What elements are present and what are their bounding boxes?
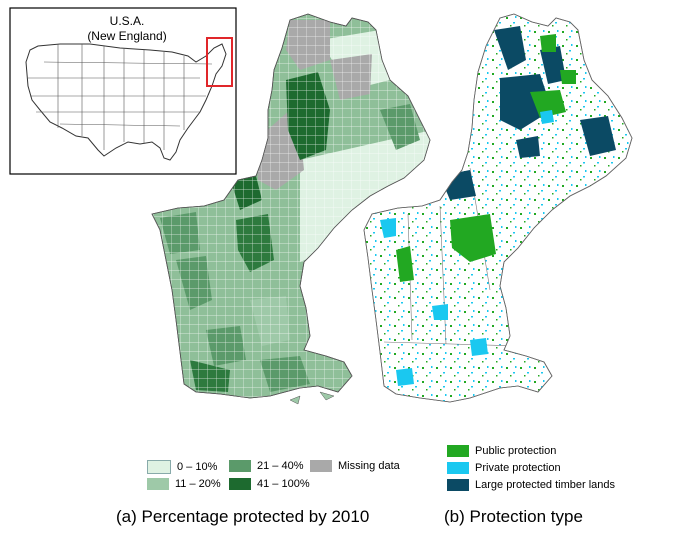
legend-swatch xyxy=(229,478,251,490)
legend-b-item-private: Private protection xyxy=(447,462,561,474)
legend-a-item-missing-data: Missing data xyxy=(310,460,400,472)
legend-swatch xyxy=(447,479,469,491)
legend-a: 0 – 10% 11 – 20% 21 – 40% 41 – 100% Miss… xyxy=(147,458,407,494)
legend-swatch xyxy=(229,460,251,472)
legend-swatch xyxy=(147,460,171,474)
inset-map: U.S.A. (New England) xyxy=(9,7,237,175)
legend-b: Public protection Private protection Lar… xyxy=(447,445,667,495)
legend-swatch xyxy=(447,462,469,474)
caption-a: (a) Percentage protected by 2010 xyxy=(116,507,370,526)
map-b-protection-type xyxy=(363,13,633,403)
legend-swatch xyxy=(310,460,332,472)
legend-a-item-41-100: 41 – 100% xyxy=(229,478,310,490)
legend-a-item-21-40: 21 – 40% xyxy=(229,460,303,472)
legend-b-item-timber: Large protected timber lands xyxy=(447,479,615,491)
legend-b-item-public: Public protection xyxy=(447,445,556,457)
new-england-highlight-box xyxy=(206,37,233,87)
usa-outline xyxy=(25,43,227,161)
islands-a xyxy=(289,391,335,405)
legend-a-item-11-20: 11 – 20% xyxy=(147,478,221,490)
inset-subtitle: (New England) xyxy=(87,29,166,43)
caption-b: (b) Protection type xyxy=(444,507,583,526)
state-lines xyxy=(28,44,213,150)
inset-title: U.S.A. xyxy=(110,14,145,28)
legend-a-item-0-10: 0 – 10% xyxy=(147,460,217,474)
legend-swatch xyxy=(447,445,469,457)
legend-swatch xyxy=(147,478,169,490)
